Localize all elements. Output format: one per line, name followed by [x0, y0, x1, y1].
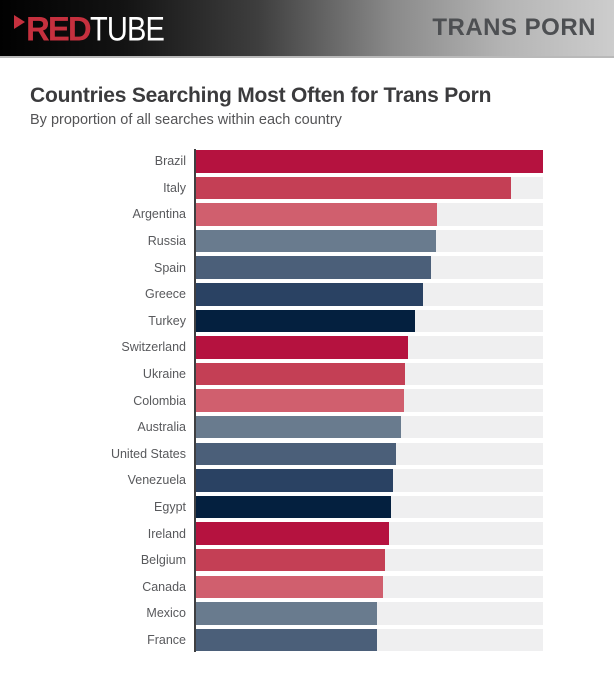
bar-track [196, 150, 543, 173]
bar-track [196, 389, 543, 412]
chart-row: Australia [60, 414, 543, 441]
page-subtitle: By proportion of all searches within eac… [30, 112, 342, 128]
chart-row: Argentina [60, 201, 543, 228]
chart-row: Russia [60, 228, 543, 255]
country-bar [196, 229, 437, 253]
country-bar [196, 176, 511, 200]
header-category-title: TRANS PORN [432, 14, 596, 41]
country-label: Ukraine [142, 367, 186, 382]
country-label: Venezuela [127, 473, 186, 488]
bar-track [196, 522, 543, 545]
redtube-logo: RED TUBE [14, 8, 174, 48]
chart-row: Italy [60, 175, 543, 202]
chart-row: Canada [60, 574, 543, 601]
bar-track [196, 203, 543, 226]
chart-row: Venezuela [60, 467, 543, 494]
country-bar [196, 389, 404, 412]
country-bar [196, 150, 543, 173]
country-label: United States [110, 446, 186, 461]
country-bar [196, 362, 405, 386]
country-label: Mexico [146, 606, 186, 621]
bar-track [196, 442, 543, 466]
chart-row: Switzerland [60, 334, 543, 361]
bar-track [196, 176, 543, 200]
bar-chart: Brazil Italy Argentina Russia Spain Greece Tur… [60, 148, 543, 653]
bar-track [196, 362, 543, 386]
country-label: Ireland [147, 526, 186, 541]
country-label: France [147, 632, 186, 647]
country-label: Brazil [154, 154, 186, 169]
chart-row: Mexico [60, 600, 543, 627]
logo-text-tube: TUBE [89, 8, 165, 48]
country-label: Turkey [148, 313, 186, 328]
bar-track [196, 309, 543, 333]
country-label: Egypt [154, 500, 186, 515]
bar-track [196, 256, 543, 279]
country-label: Italy [163, 180, 186, 195]
country-bar [196, 628, 378, 652]
chart-row: Greece [60, 281, 543, 308]
main-content: Countries Searching Most Often for Trans… [0, 58, 614, 653]
bar-track [196, 628, 543, 652]
country-label: Canada [142, 579, 186, 594]
country-bar [196, 283, 423, 306]
chart-row: France [60, 627, 543, 654]
bar-track [196, 602, 543, 625]
chart-row: Egypt [60, 494, 543, 521]
bar-track [196, 548, 543, 572]
country-label: Russia [147, 234, 186, 249]
country-bar [196, 336, 408, 359]
country-label: Greece [145, 287, 186, 302]
country-label: Argentina [132, 207, 186, 222]
chart-row: Turkey [60, 308, 543, 335]
chart-row: United States [60, 441, 543, 468]
chart-row: Colombia [60, 387, 543, 414]
bar-track [196, 575, 543, 599]
chart-rows: Brazil Italy Argentina Russia Spain Greece Tur… [60, 148, 543, 653]
country-bar [196, 309, 415, 333]
chart-row: Spain [60, 254, 543, 281]
logo-text-red: RED [26, 8, 92, 48]
page-title: Countries Searching Most Often for Trans… [30, 84, 492, 107]
bar-track [196, 229, 543, 253]
country-bar [196, 602, 378, 625]
country-label: Switzerland [121, 340, 186, 355]
country-bar [196, 495, 391, 519]
play-triangle-icon [14, 14, 25, 29]
header-banner: RED TUBE TRANS PORN [0, 0, 614, 58]
country-bar [196, 203, 438, 226]
country-label: Spain [154, 260, 186, 275]
country-bar [196, 522, 390, 545]
bar-track [196, 415, 543, 439]
country-label: Belgium [140, 553, 186, 568]
y-axis-line [194, 149, 196, 653]
country-label: Australia [137, 420, 186, 435]
country-bar [196, 548, 385, 572]
chart-row: Brazil [60, 148, 543, 175]
chart-row: Ukraine [60, 361, 543, 388]
chart-row: Belgium [60, 547, 543, 574]
bar-track [196, 336, 543, 359]
country-bar [196, 469, 394, 492]
country-bar [196, 256, 431, 279]
bar-track [196, 495, 543, 519]
country-bar [196, 442, 396, 466]
country-bar [196, 415, 402, 439]
country-bar [196, 575, 383, 599]
country-label: Colombia [133, 393, 186, 408]
chart-row: Ireland [60, 520, 543, 547]
bar-track [196, 469, 543, 492]
bar-track [196, 283, 543, 306]
